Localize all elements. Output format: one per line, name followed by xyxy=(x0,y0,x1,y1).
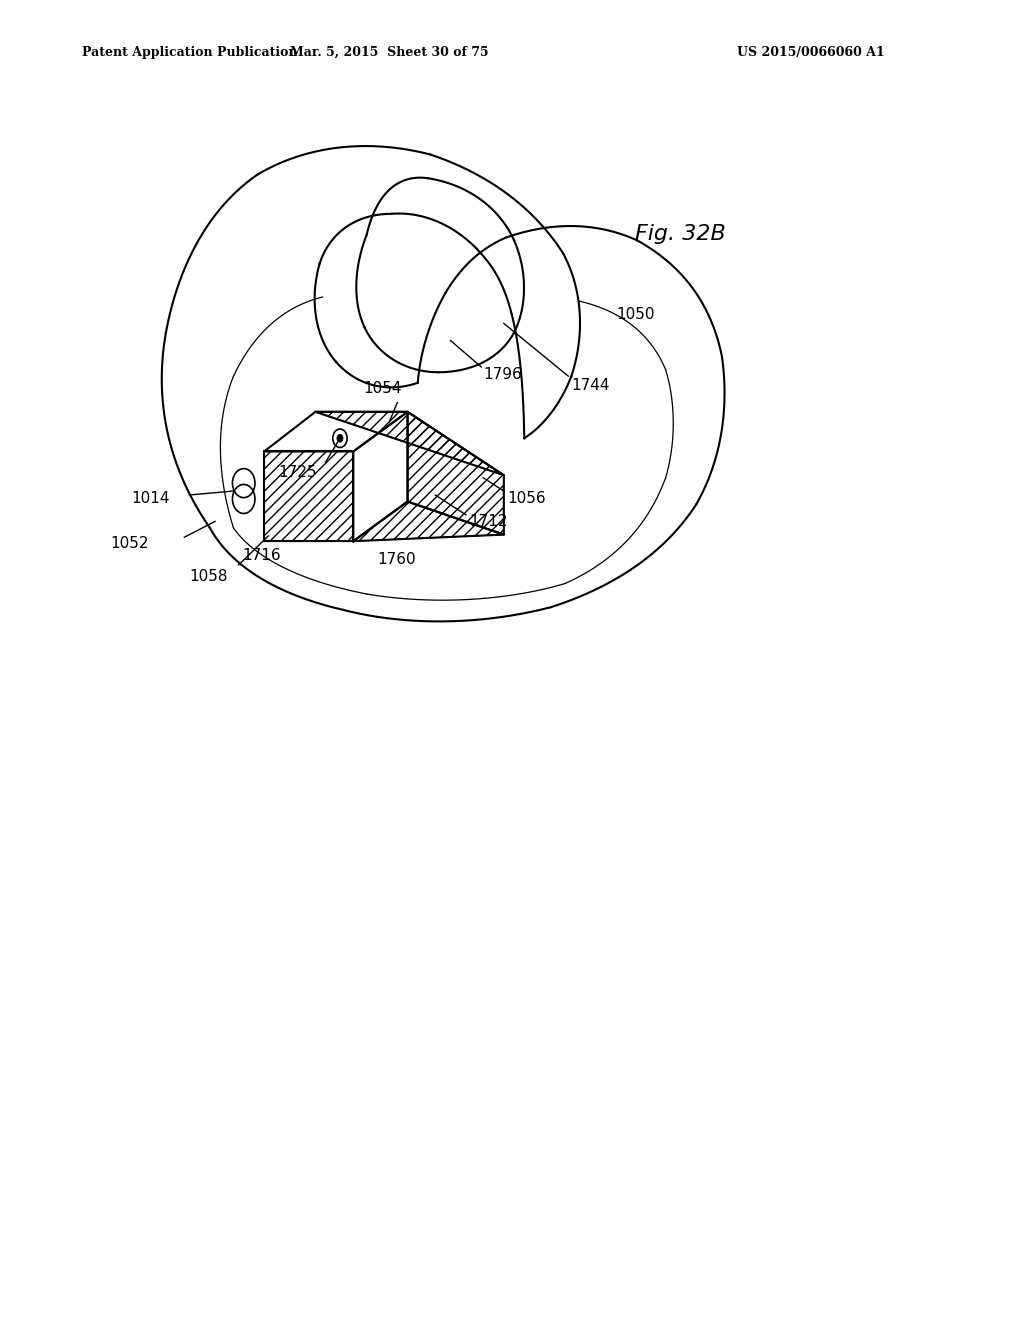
Text: US 2015/0066060 A1: US 2015/0066060 A1 xyxy=(737,46,885,59)
Circle shape xyxy=(337,434,343,442)
Text: 1796: 1796 xyxy=(483,367,522,383)
Text: 1716: 1716 xyxy=(243,548,282,562)
Text: 1050: 1050 xyxy=(616,306,655,322)
Text: Mar. 5, 2015  Sheet 30 of 75: Mar. 5, 2015 Sheet 30 of 75 xyxy=(290,46,488,59)
Text: 1712: 1712 xyxy=(469,513,508,529)
Text: 1054: 1054 xyxy=(364,381,402,396)
Text: 1744: 1744 xyxy=(571,378,610,393)
Text: 1725: 1725 xyxy=(279,465,317,480)
Text: Fig. 32B: Fig. 32B xyxy=(635,224,726,244)
Text: 1760: 1760 xyxy=(377,552,416,566)
Text: 1056: 1056 xyxy=(507,491,546,507)
Text: 1052: 1052 xyxy=(111,536,150,552)
Text: 1058: 1058 xyxy=(189,569,228,585)
Text: Patent Application Publication: Patent Application Publication xyxy=(82,46,297,59)
Text: 1014: 1014 xyxy=(131,491,170,507)
